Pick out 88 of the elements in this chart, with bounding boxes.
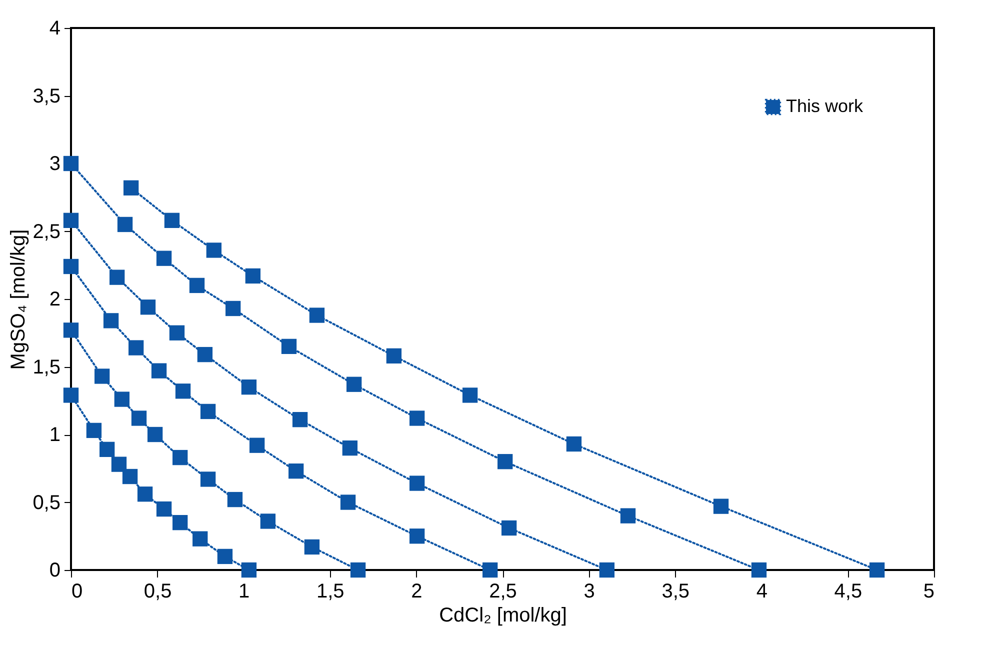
point: [140, 300, 156, 315]
y-tick-label: 4: [49, 18, 60, 40]
x-tick-label: 3,5: [662, 580, 690, 602]
point: [206, 242, 222, 258]
point: [225, 300, 241, 316]
point: [128, 340, 144, 356]
point: [288, 464, 304, 479]
point: [241, 562, 257, 578]
x-tick-label: 4: [756, 580, 768, 602]
point: [110, 270, 125, 285]
point: [164, 212, 180, 228]
point: [86, 422, 102, 438]
x-tick-label: 5: [923, 580, 934, 602]
point: [156, 250, 172, 266]
x-tick-label: 2,5: [489, 580, 517, 602]
point: [869, 562, 885, 578]
point: [131, 410, 147, 426]
x-axis-title: CdCl₂ [mol/kg]: [439, 604, 567, 626]
point: [94, 368, 110, 384]
x-tick-label: 4,5: [834, 580, 862, 602]
point: [114, 392, 130, 407]
point: [304, 539, 320, 555]
point: [340, 494, 356, 510]
point: [122, 468, 138, 484]
point: [147, 426, 163, 442]
point: [63, 156, 79, 172]
point: [172, 514, 188, 530]
point: [260, 514, 276, 529]
point: [566, 436, 582, 452]
point: [103, 313, 119, 328]
point: [482, 562, 498, 578]
point: [249, 438, 265, 453]
point: [63, 388, 79, 403]
point: [63, 258, 79, 274]
y-tick-label: 2: [49, 288, 60, 310]
point: [713, 498, 729, 514]
y-tick-label: 0,5: [32, 492, 60, 514]
y-tick-label: 2,5: [32, 220, 60, 243]
point: [292, 412, 308, 428]
point: [342, 440, 358, 456]
point: [151, 363, 167, 378]
point: [281, 338, 297, 354]
point: [409, 476, 425, 491]
y-tick-label: 1: [49, 424, 60, 446]
point: [245, 268, 261, 284]
point: [200, 404, 216, 420]
point: [346, 376, 362, 392]
point: [123, 180, 139, 196]
point: [386, 348, 402, 364]
point: [99, 442, 115, 457]
point: [192, 531, 208, 546]
point: [200, 472, 216, 487]
point: [409, 410, 425, 426]
point: [350, 562, 366, 578]
point: [137, 486, 153, 502]
point: [227, 492, 243, 508]
point: [175, 384, 191, 399]
point: [309, 308, 325, 323]
x-tick-label: 2: [411, 580, 422, 602]
point: [197, 346, 213, 362]
point: [599, 562, 615, 578]
point: [498, 454, 513, 470]
point: [501, 520, 517, 536]
point: [241, 379, 257, 395]
point: [189, 278, 205, 294]
x-tick-label: 1,5: [316, 580, 344, 602]
point: [111, 456, 127, 472]
point: [620, 508, 636, 524]
x-tick-label: 3: [584, 580, 595, 602]
point: [169, 325, 185, 340]
point: [462, 388, 478, 403]
x-tick-label: 0,5: [144, 580, 172, 602]
point: [117, 216, 133, 232]
point: [63, 212, 79, 228]
point: [156, 501, 172, 517]
x-tick-label: 1: [238, 580, 250, 602]
y-tick-label: 0: [49, 560, 60, 582]
point: [409, 528, 425, 544]
point: [217, 548, 233, 564]
y-tick-label: 3,5: [32, 85, 60, 108]
point: [751, 562, 767, 578]
point: [172, 450, 188, 466]
y-tick-label: 3: [49, 153, 60, 175]
y-axis-title: MgSO₄ [mol/kg]: [8, 229, 30, 370]
x-tick-label: 0: [72, 580, 83, 602]
legend-label: This work: [786, 96, 864, 116]
y-tick-label: 1,5: [32, 356, 60, 378]
point: [63, 322, 79, 338]
